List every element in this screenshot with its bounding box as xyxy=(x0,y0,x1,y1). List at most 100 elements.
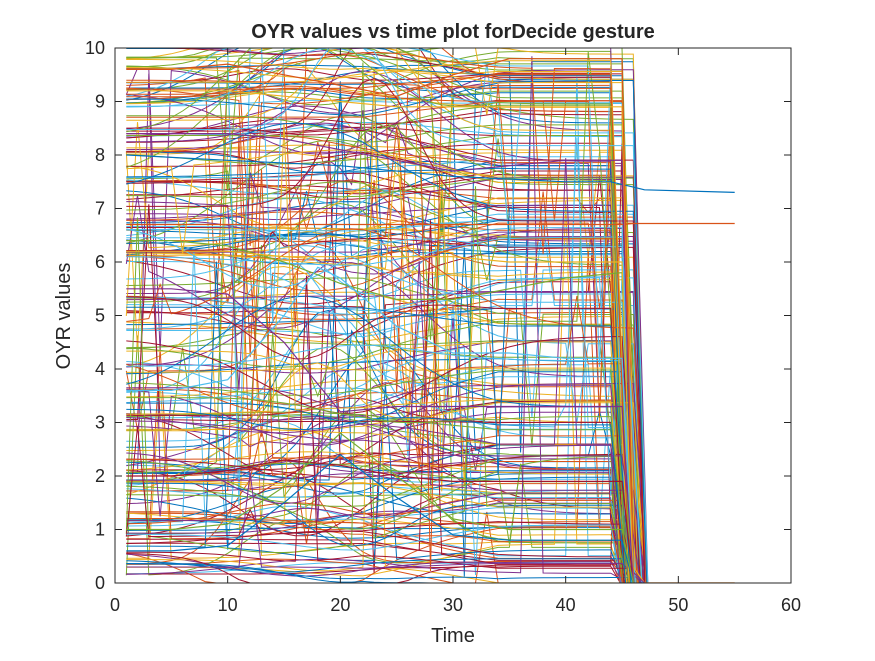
x-tick-label: 0 xyxy=(110,595,120,615)
bulk-series-line xyxy=(126,518,645,583)
x-axis-label: Time xyxy=(431,625,475,647)
bulk-series-line xyxy=(126,48,645,583)
bulk-series-line xyxy=(126,48,649,583)
bulk-series-line xyxy=(126,104,645,583)
bulk-series-line xyxy=(126,80,645,583)
bulk-series-lines xyxy=(125,48,649,583)
bulk-series-line xyxy=(126,114,647,583)
x-tick-label: 40 xyxy=(556,595,576,615)
bulk-series-line xyxy=(126,408,645,583)
bulk-series-line xyxy=(126,68,645,583)
y-axis-label: OYR values xyxy=(53,263,75,370)
bulk-series-line xyxy=(126,48,645,583)
bulk-series-line xyxy=(126,179,645,583)
bulk-series-line xyxy=(126,524,645,583)
y-tick-label: 5 xyxy=(95,306,105,326)
bulk-series-line xyxy=(126,367,645,583)
bulk-series-line xyxy=(126,230,645,583)
x-tick-label: 10 xyxy=(218,595,238,615)
bulk-series-line xyxy=(126,169,645,583)
series-line xyxy=(126,222,735,226)
bulk-series-line xyxy=(126,455,645,583)
y-tick-label: 1 xyxy=(95,520,105,540)
bulk-series-line xyxy=(126,60,645,583)
bulk-series-line xyxy=(126,431,645,583)
bulk-series-line xyxy=(126,79,645,583)
bulk-series-line xyxy=(126,295,645,583)
bulk-series-line xyxy=(126,48,645,583)
x-tick-label: 30 xyxy=(443,595,463,615)
series-line xyxy=(126,432,634,583)
bulk-series-line xyxy=(126,493,645,583)
bulk-series-line xyxy=(126,201,645,583)
y-tick-label: 7 xyxy=(95,199,105,219)
bulk-series-line xyxy=(126,172,645,583)
y-tick-label: 10 xyxy=(85,38,105,58)
x-tick-label: 60 xyxy=(781,595,801,615)
x-axis-ticks: 0 10 20 30 40 50 60 xyxy=(110,48,801,615)
y-tick-label: 9 xyxy=(95,92,105,112)
bulk-series-line xyxy=(126,362,647,583)
bulk-series-line xyxy=(126,152,645,583)
bulk-series-line xyxy=(126,123,645,583)
bulk-series-line xyxy=(126,204,645,583)
series-line xyxy=(126,288,634,583)
bulk-series-line xyxy=(126,472,645,583)
y-tick-label: 8 xyxy=(95,145,105,165)
bulk-series-line xyxy=(126,85,645,583)
bulk-series-line xyxy=(126,167,645,583)
bulk-series-line xyxy=(126,218,645,583)
bulk-series-line xyxy=(126,257,645,583)
bulk-series-line xyxy=(126,261,645,583)
y-axis-ticks: 0 1 2 3 4 5 6 7 8 9 10 xyxy=(85,38,791,593)
series-line xyxy=(126,133,645,583)
bulk-series-line xyxy=(126,295,645,583)
bulk-series-line xyxy=(126,177,648,583)
bulk-series-line xyxy=(126,291,646,583)
bulk-series-line xyxy=(126,48,645,583)
bulk-series-line xyxy=(126,384,645,583)
bulk-series-line xyxy=(126,48,645,583)
bulk-series-line xyxy=(126,248,645,583)
bulk-series-line xyxy=(126,204,645,583)
bulk-series-line xyxy=(126,60,645,583)
bulk-series-line xyxy=(126,232,645,583)
bulk-series-line xyxy=(126,172,647,583)
bulk-series-line xyxy=(126,245,645,583)
bulk-series-line xyxy=(126,383,648,583)
bulk-series-line xyxy=(126,122,648,583)
bulk-series-line xyxy=(125,144,645,583)
bulk-series-line xyxy=(126,112,645,583)
bulk-series-line xyxy=(126,277,645,583)
bulk-series-line xyxy=(125,335,645,583)
series-line xyxy=(126,266,634,583)
bulk-series-line xyxy=(126,261,648,583)
bulk-series-line xyxy=(126,231,645,583)
series-line xyxy=(126,154,735,193)
bulk-series-line xyxy=(126,480,645,583)
bulk-series-line xyxy=(126,275,646,583)
bulk-series-line xyxy=(126,369,645,583)
bulk-series-line xyxy=(126,48,645,583)
bulk-series-line xyxy=(126,250,645,583)
bulk-series-line xyxy=(126,341,645,583)
bulk-series-line xyxy=(126,59,645,583)
bulk-series-line xyxy=(126,296,645,583)
series-line xyxy=(126,250,634,583)
bulk-series-line xyxy=(126,50,645,583)
bulk-series-line xyxy=(126,563,645,583)
bulk-series-line xyxy=(126,484,645,583)
series-lines xyxy=(126,58,735,583)
bulk-series-line xyxy=(126,77,645,583)
bulk-series-line xyxy=(126,482,645,583)
series-line xyxy=(126,240,634,583)
bulk-series-line xyxy=(125,62,645,583)
bulk-series-line xyxy=(126,48,645,583)
bulk-series-line xyxy=(126,492,647,583)
series-line xyxy=(126,58,634,583)
bulk-series-line xyxy=(126,411,645,583)
x-tick-label: 20 xyxy=(330,595,350,615)
bulk-series-line xyxy=(126,499,645,583)
